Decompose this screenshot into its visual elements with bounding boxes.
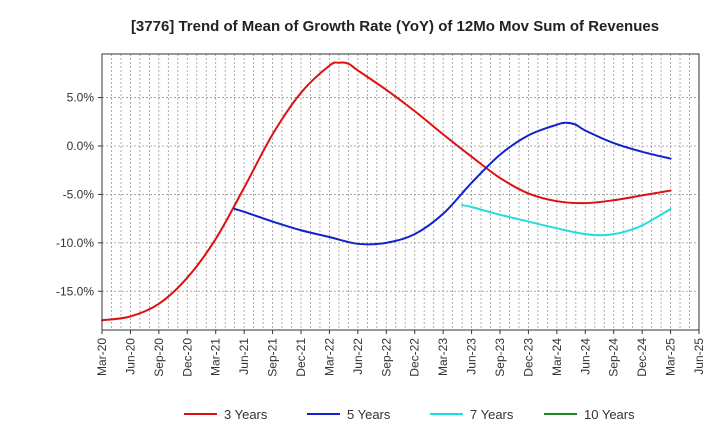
x-tick-label: Sep-22 — [379, 338, 393, 377]
x-tick-label: Mar-21 — [209, 338, 223, 376]
x-tick-label: Mar-22 — [322, 338, 336, 376]
x-tick-label: Mar-23 — [436, 338, 450, 376]
x-tick-label: Sep-24 — [607, 338, 621, 377]
series-line-7-years — [461, 204, 672, 237]
plot-frame — [101, 53, 700, 331]
series-layer — [101, 61, 672, 322]
chart-title: [3776] Trend of Mean of Growth Rate (YoY… — [131, 18, 659, 35]
y-tick-label: 5.0% — [67, 91, 95, 105]
grid-layer — [102, 54, 699, 330]
series-line-5-years — [233, 121, 672, 246]
x-tick-label: Sep-21 — [266, 338, 280, 377]
x-tick-label: Dec-24 — [635, 338, 649, 377]
legend-label-3-years: 3 Years — [224, 407, 268, 422]
x-tick-label: Mar-25 — [664, 338, 678, 376]
series-line-3-years — [101, 61, 672, 322]
y-tick-label: -15.0% — [56, 284, 94, 298]
x-tick-label: Mar-20 — [95, 338, 109, 376]
legend-label-10-years: 10 Years — [584, 407, 635, 422]
y-tick-label: 0.0% — [67, 139, 95, 153]
legend-label-5-years: 5 Years — [347, 407, 391, 422]
x-tick-label: Dec-20 — [180, 338, 194, 377]
x-tick-label: Jun-22 — [351, 338, 365, 375]
x-tick-label: Dec-22 — [408, 338, 422, 377]
x-tick-label: Jun-21 — [237, 338, 251, 375]
y-axis: 5.0% 0.0% -5.0% -10.0% -15.0% — [56, 91, 102, 298]
x-tick-label: Mar-24 — [550, 338, 564, 376]
x-axis: Mar-20 Jun-20 Sep-20 Dec-20 Mar-21 Jun-21 Sep-… — [95, 330, 706, 377]
x-tick-label: Dec-23 — [521, 338, 535, 377]
x-tick-label: Sep-23 — [493, 338, 507, 377]
x-tick-label: Jun-20 — [123, 338, 137, 375]
x-tick-label: Jun-23 — [465, 338, 479, 375]
x-tick-label: Jun-25 — [692, 338, 706, 375]
x-tick-label: Sep-20 — [152, 338, 166, 377]
legend-label-7-years: 7 Years — [470, 407, 514, 422]
y-tick-label: -5.0% — [63, 187, 95, 201]
y-tick-label: -10.0% — [56, 236, 94, 250]
x-tick-label: Dec-21 — [294, 338, 308, 377]
x-tick-label: Jun-24 — [578, 338, 592, 375]
legend: 3 Years 5 Years 7 Years 10 Years — [184, 407, 635, 422]
